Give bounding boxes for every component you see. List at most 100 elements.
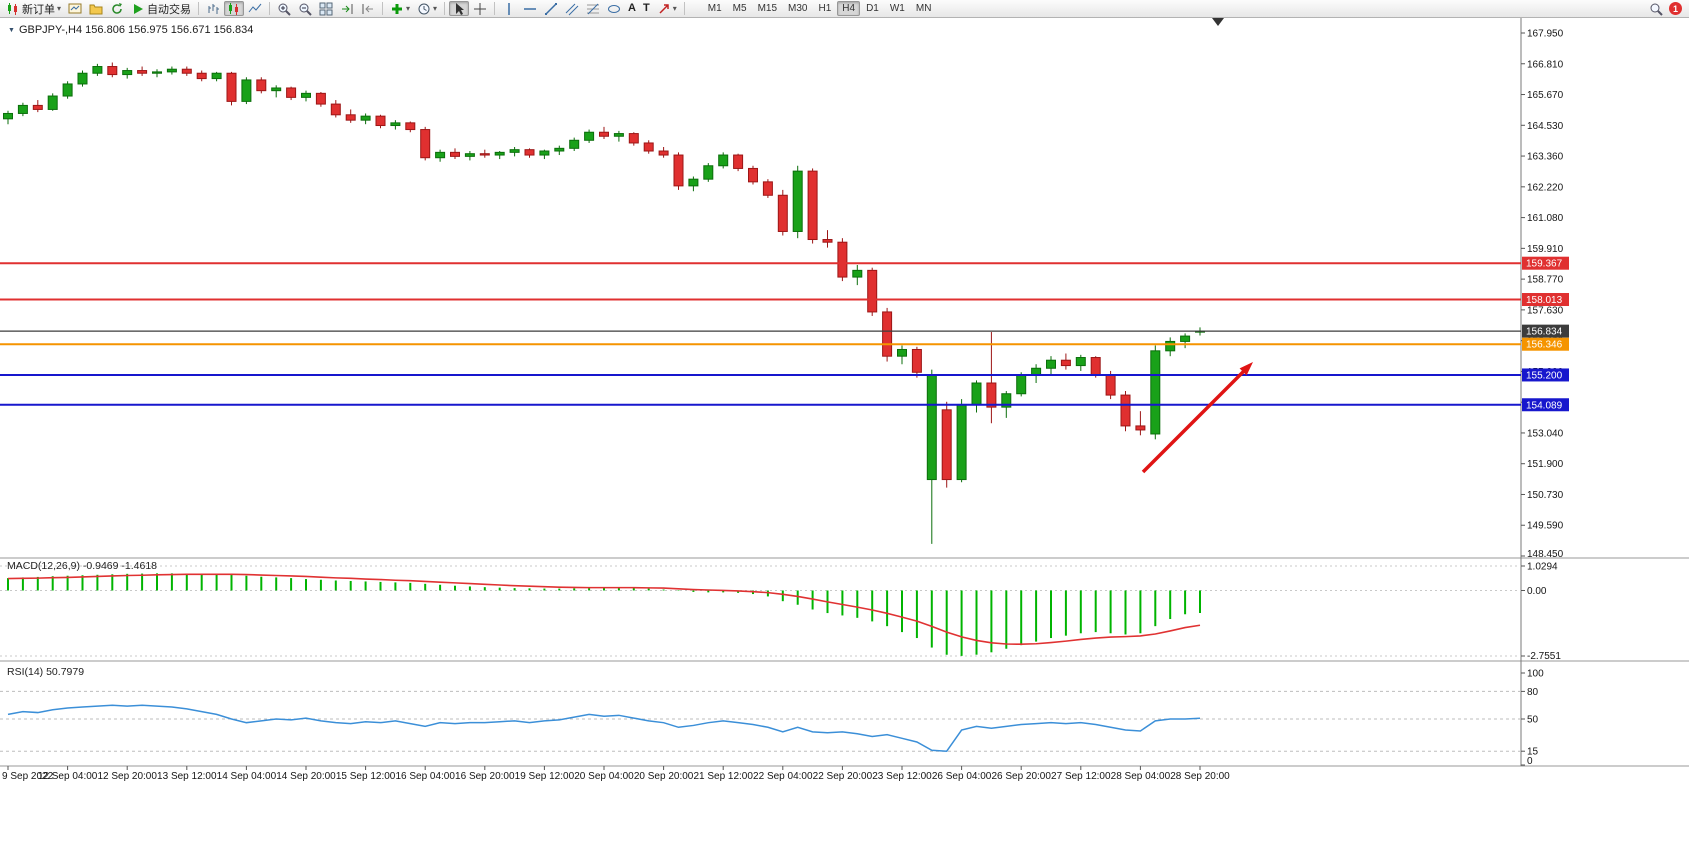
periods-button[interactable]: ▾ bbox=[414, 1, 440, 16]
chart-shift-marker[interactable] bbox=[1212, 18, 1224, 26]
price-level-badge-label: 156.834 bbox=[1526, 327, 1563, 338]
candle bbox=[152, 71, 162, 74]
trendline-button[interactable] bbox=[541, 1, 561, 16]
trend-arrow-annotation[interactable] bbox=[1141, 362, 1253, 474]
candle bbox=[166, 68, 177, 73]
timeframe-button-m1[interactable]: M1 bbox=[703, 1, 727, 16]
candle bbox=[718, 154, 729, 167]
cursor-button[interactable] bbox=[449, 1, 470, 16]
timeframe-button-m30[interactable]: M30 bbox=[783, 1, 812, 16]
toolbar-separator bbox=[683, 2, 685, 15]
profiles-button[interactable] bbox=[86, 1, 106, 16]
tile-windows-button[interactable] bbox=[316, 1, 336, 16]
candle bbox=[658, 150, 669, 156]
new-chart-button[interactable] bbox=[65, 1, 85, 16]
indicators-button[interactable]: ▾ bbox=[387, 1, 413, 16]
candle bbox=[286, 87, 297, 98]
timeframe-button-mn[interactable]: MN bbox=[911, 1, 937, 16]
rsi-tick-label: 80 bbox=[1527, 687, 1539, 698]
refresh-button[interactable] bbox=[107, 1, 127, 16]
price-tick-label: 163.360 bbox=[1527, 152, 1564, 163]
auto-scroll-button[interactable] bbox=[337, 1, 357, 16]
price-level-badge-label: 156.346 bbox=[1526, 340, 1563, 351]
price-level-badge-label: 155.200 bbox=[1526, 370, 1563, 381]
text-label-button[interactable]: T bbox=[640, 1, 653, 16]
macd-tick-label: 0.00 bbox=[1527, 586, 1547, 597]
tile-windows-icon bbox=[319, 2, 333, 15]
auto-scroll-icon bbox=[342, 3, 353, 14]
rsi-tick-label: 100 bbox=[1527, 669, 1544, 680]
vertical-line-button[interactable] bbox=[499, 1, 519, 16]
chart-shift-icon bbox=[362, 3, 374, 14]
candle bbox=[852, 269, 863, 278]
time-tick-label: 13 Sep 12:00 bbox=[157, 771, 217, 782]
new-order-button[interactable]: 新订单 ▾ bbox=[3, 1, 64, 16]
candlestick-chart-button[interactable] bbox=[224, 1, 245, 16]
time-tick-label: 22 Sep 04:00 bbox=[753, 771, 813, 782]
price-tick-label: 153.040 bbox=[1527, 428, 1564, 439]
candle bbox=[897, 348, 907, 357]
dropdown-caret: ▾ bbox=[672, 3, 677, 13]
candle bbox=[1165, 340, 1176, 352]
time-tick-label: 28 Sep 04:00 bbox=[1111, 771, 1171, 782]
timeframe-button-h1[interactable]: H1 bbox=[813, 1, 836, 16]
time-tick-label: 26 Sep 04:00 bbox=[932, 771, 992, 782]
timeframe-button-h4[interactable]: H4 bbox=[837, 1, 861, 16]
autotrading-button[interactable]: 自动交易 bbox=[128, 1, 194, 16]
search-button[interactable] bbox=[1646, 1, 1666, 16]
rsi-line bbox=[7, 704, 1201, 752]
candle bbox=[122, 70, 133, 76]
notification-badge[interactable]: 1 bbox=[1669, 2, 1682, 15]
channel-button[interactable] bbox=[562, 1, 582, 16]
timeframe-button-m15[interactable]: M15 bbox=[753, 1, 782, 16]
timeframe-button-d1[interactable]: D1 bbox=[861, 1, 884, 16]
chart-title: ▼ GBPJPY-,H4 156.806 156.975 156.671 156… bbox=[8, 24, 253, 36]
candles-layer bbox=[3, 62, 1205, 544]
zoom-in-button[interactable] bbox=[274, 1, 294, 16]
horizontal-line-button[interactable] bbox=[520, 1, 540, 16]
candle bbox=[360, 115, 371, 121]
candle bbox=[628, 133, 639, 144]
shapes-button[interactable] bbox=[604, 1, 624, 16]
profiles-icon bbox=[89, 4, 103, 14]
candle bbox=[464, 153, 475, 157]
chart-shift-button[interactable] bbox=[358, 1, 378, 16]
refresh-icon bbox=[112, 2, 123, 14]
candle bbox=[390, 122, 401, 127]
price-level-badge bbox=[1522, 398, 1569, 412]
price-tick-label: 161.080 bbox=[1527, 213, 1564, 224]
text-button[interactable]: A bbox=[625, 1, 639, 16]
search-icon bbox=[1650, 3, 1663, 16]
chart-collapse-icon[interactable]: ▼ bbox=[8, 26, 15, 34]
crosshair-button[interactable] bbox=[470, 1, 490, 16]
candle bbox=[792, 170, 803, 232]
fibonacci-button[interactable] bbox=[583, 1, 603, 16]
candle bbox=[733, 154, 744, 169]
text-label-tool-icon: T bbox=[643, 2, 650, 14]
line-chart-button[interactable] bbox=[245, 1, 265, 16]
candle bbox=[181, 68, 192, 74]
price-tick-label: 165.670 bbox=[1527, 90, 1564, 101]
time-tick-label: 21 Sep 12:00 bbox=[693, 771, 753, 782]
arrows-button[interactable]: ▾ bbox=[654, 1, 680, 16]
timeframe-button-m5[interactable]: M5 bbox=[728, 1, 752, 16]
candle bbox=[17, 104, 28, 114]
macd-axis: 1.0294 0.00 -2.7551 bbox=[0, 562, 1561, 662]
candle bbox=[375, 115, 386, 127]
time-tick-label: 12 Sep 04:00 bbox=[38, 771, 98, 782]
candle bbox=[613, 133, 624, 137]
zoom-out-button[interactable] bbox=[295, 1, 315, 16]
candle bbox=[867, 269, 878, 313]
candle bbox=[703, 165, 714, 180]
time-tick-label: 22 Sep 20:00 bbox=[813, 771, 873, 782]
toolbar-separator bbox=[198, 2, 200, 15]
timeframe-button-w1[interactable]: W1 bbox=[885, 1, 910, 16]
price-level-badge-label: 154.089 bbox=[1526, 400, 1563, 411]
new-order-icon bbox=[8, 2, 17, 15]
price-tick-label: 150.730 bbox=[1527, 490, 1564, 501]
bar-chart-button[interactable] bbox=[203, 1, 223, 16]
candle bbox=[673, 154, 684, 187]
price-tick-label: 166.810 bbox=[1527, 59, 1564, 70]
zoom-out-icon bbox=[299, 3, 312, 16]
candle bbox=[271, 87, 282, 92]
